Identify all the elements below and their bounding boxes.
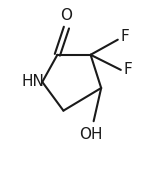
Text: F: F xyxy=(124,62,133,77)
Text: HN: HN xyxy=(21,74,44,89)
Text: F: F xyxy=(121,29,130,44)
Text: O: O xyxy=(60,8,72,23)
Text: OH: OH xyxy=(79,127,102,142)
